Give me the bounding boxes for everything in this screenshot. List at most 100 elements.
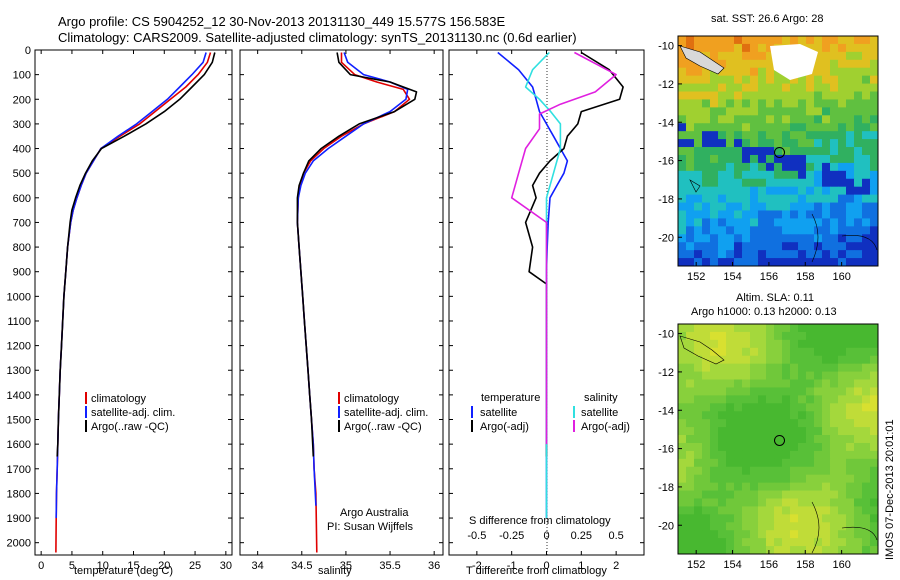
sla-cell — [830, 419, 839, 428]
sst-cell — [694, 170, 703, 180]
sla-cell — [830, 324, 839, 333]
sla-cell — [742, 490, 751, 499]
sst-cell — [702, 234, 711, 243]
sla-cell — [718, 482, 727, 491]
sla-cell — [686, 419, 695, 428]
sla-cell — [806, 363, 815, 372]
sla-cell — [750, 339, 759, 349]
sst-cell — [758, 107, 767, 116]
sst-cell — [862, 36, 871, 45]
sla-cell — [854, 324, 863, 333]
legend-t-argo-swatch — [471, 420, 473, 432]
sla-cell — [846, 371, 855, 380]
sla-cell — [702, 379, 711, 388]
sst-cell — [742, 226, 751, 235]
sst-cell — [830, 36, 839, 45]
sst-cell — [734, 154, 743, 164]
sst-cell — [838, 91, 847, 100]
sla-cell — [710, 379, 719, 388]
sla-cell — [838, 355, 847, 365]
sst-cell — [814, 67, 823, 77]
sla-cell — [806, 411, 815, 420]
sst-cell — [854, 226, 863, 235]
sla-cell — [758, 458, 767, 468]
sst-cell — [750, 123, 759, 132]
sla-cell — [678, 355, 687, 365]
sst-cell — [726, 115, 735, 124]
salinity-depth-ticks — [240, 49, 443, 544]
sst-cell — [830, 186, 839, 196]
sst-cell — [822, 51, 831, 61]
sst-cell — [766, 194, 775, 203]
sst-cell — [686, 67, 695, 77]
sst-cell — [766, 67, 775, 77]
cloud-mask — [770, 44, 818, 80]
sst-cell — [830, 218, 839, 227]
sst-cell — [678, 75, 687, 84]
sst-cell — [806, 36, 815, 45]
sla-cell — [798, 530, 807, 539]
sla-cell — [806, 331, 815, 341]
sst-cell — [774, 194, 783, 203]
sla-cell — [870, 514, 879, 523]
sst-cell — [742, 67, 751, 77]
sla-cell — [694, 371, 703, 380]
sst-cell — [710, 43, 719, 53]
sst-cell — [854, 51, 863, 61]
sla-cell — [798, 522, 807, 531]
sla-cell — [814, 490, 823, 499]
sla-cell — [734, 514, 743, 523]
sst-cell — [790, 226, 799, 235]
sla-cell — [774, 450, 783, 460]
sst-cell — [774, 154, 783, 164]
sst-cell — [766, 210, 775, 219]
temperature-legend: climatology satellite-adj. clim. Argo(..… — [85, 392, 175, 433]
sla-cell — [694, 450, 703, 460]
sla-cell — [766, 530, 775, 539]
sst-cell — [694, 218, 703, 227]
sla-cell — [830, 482, 839, 491]
sla-cell — [806, 474, 815, 484]
sst-cell — [734, 139, 743, 148]
sla-cell — [798, 324, 807, 333]
sst-cell — [758, 162, 767, 172]
sst-cell — [822, 36, 831, 45]
sst-cell — [678, 218, 687, 227]
sst-cell — [822, 67, 831, 77]
sla-cell — [702, 387, 711, 396]
sst-cell — [806, 123, 815, 132]
sst-cell — [710, 115, 719, 124]
pi-label: PI: Susan Wijffels — [327, 521, 413, 533]
sst-cell — [742, 234, 751, 243]
sst-cell — [830, 91, 839, 100]
sst-cell — [862, 154, 871, 164]
sla-cell — [870, 522, 879, 531]
sla-cell — [854, 331, 863, 341]
sla-cell — [726, 339, 735, 349]
sla-cell — [822, 442, 831, 452]
sst-cell — [758, 75, 767, 84]
sla-cell — [734, 498, 743, 507]
sla-cell — [702, 442, 711, 452]
sla-cell — [758, 379, 767, 388]
sst-cell — [702, 210, 711, 219]
sla-cell — [782, 419, 791, 428]
sla-cell — [678, 458, 687, 468]
sst-cell — [814, 91, 823, 100]
sla-cell — [774, 324, 783, 333]
sla-cell — [790, 466, 799, 476]
sla-cell — [686, 347, 695, 357]
sla-cell — [814, 419, 823, 428]
lat-tick-label: -10 — [658, 41, 674, 53]
sla-cell — [694, 466, 703, 476]
sst-cell — [678, 51, 687, 61]
sst-cell — [774, 36, 783, 45]
sla-cell — [846, 442, 855, 452]
sla-cell — [734, 482, 743, 491]
sst-cell — [694, 139, 703, 148]
sla-cell — [806, 514, 815, 523]
sla-cell — [862, 411, 871, 420]
sst-cell — [830, 202, 839, 211]
series-line-argo-raw-qc- — [296, 52, 418, 457]
sst-cell — [798, 242, 807, 251]
